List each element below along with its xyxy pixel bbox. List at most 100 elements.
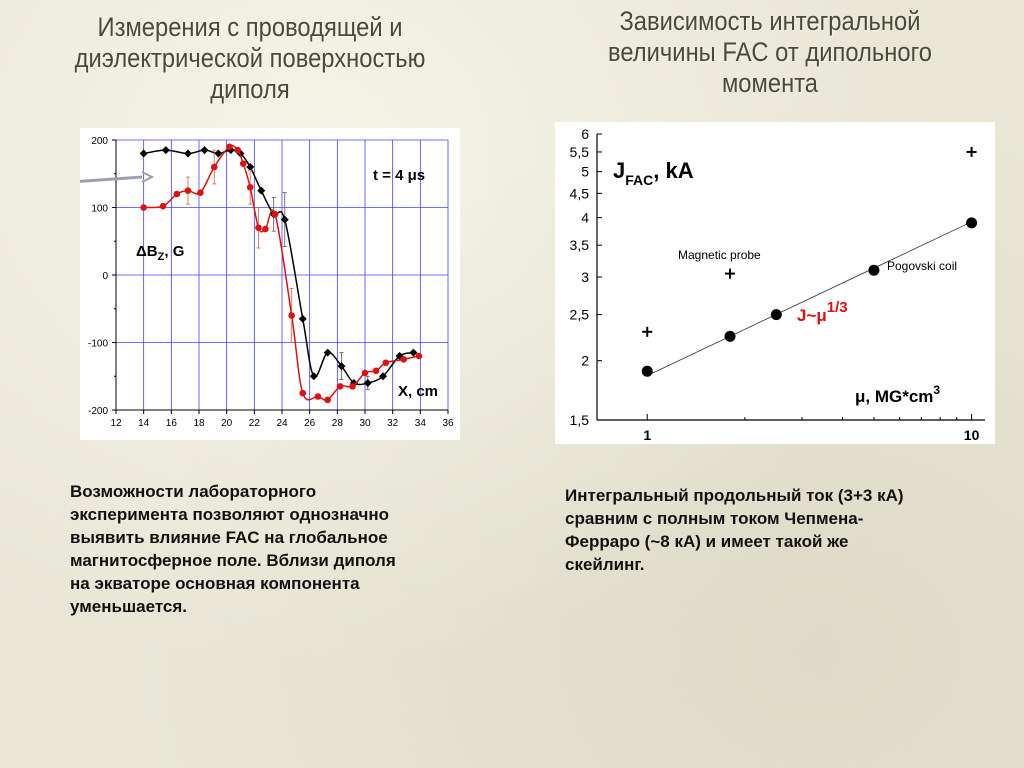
fit-line <box>647 221 972 376</box>
left-point-red <box>415 352 423 360</box>
right-ylabel-main: J <box>613 158 625 183</box>
pogovski-coil-point <box>868 264 880 276</box>
left-series <box>139 143 423 404</box>
right-ylabel: JFAC, kA <box>613 158 694 188</box>
left-point-red <box>159 202 167 210</box>
left-x-tick-label: 36 <box>442 418 454 429</box>
right-xlabel: μ, MG*cm3 <box>855 383 940 406</box>
right-axes <box>596 133 985 421</box>
left-y-tick-label: 0 <box>102 271 108 282</box>
left-point-red <box>314 393 322 400</box>
left-x-tick-label: 20 <box>221 418 233 429</box>
left-point-red <box>361 369 369 377</box>
pogovski-coil-point <box>641 365 653 377</box>
left-y-tick-label: -200 <box>88 406 108 417</box>
arrow-annotation <box>71 171 155 184</box>
right-xlabel-sup: 3 <box>933 383 940 397</box>
left-point-black <box>246 163 255 171</box>
left-ylabel: ΔBZ, G <box>136 243 184 263</box>
left-point-black <box>337 362 346 371</box>
left-x-tick-label: 26 <box>304 418 316 429</box>
fit-label-exp: 1/3 <box>827 299 848 316</box>
right-chart: 6 5,5 5 4,5 4 3,5 3 2,5 2 1,5 1 10 JFAC, kA Magneti… <box>570 126 985 443</box>
left-point-black <box>214 149 223 158</box>
left-series-line-black <box>143 149 414 386</box>
left-point-red <box>349 383 356 390</box>
right-paragraph: Интегральный продольный ток (3+3 кА) сра… <box>565 486 904 574</box>
right-x-tick-label: 10 <box>964 427 980 443</box>
left-x-tick-label: 12 <box>110 418 122 429</box>
left-point-red <box>255 224 262 232</box>
left-x-tick-label: 30 <box>359 418 371 429</box>
left-point-black <box>139 149 148 158</box>
left-point-red <box>336 383 344 390</box>
left-point-black <box>309 372 318 381</box>
left-paragraph: Возможности лабораторного эксперимента п… <box>70 482 396 616</box>
right-y-tick-label: 5 <box>581 164 589 180</box>
left-x-tick-label: 14 <box>138 418 150 429</box>
left-point-red <box>197 189 204 196</box>
left-x-tick-label: 24 <box>276 418 288 429</box>
left-point-black <box>183 149 192 158</box>
left-point-black <box>409 348 418 357</box>
pogovski-coil-point <box>724 330 736 342</box>
right-y-tick-label: 4,5 <box>570 185 590 201</box>
right-y-tick-label: 5,5 <box>570 144 590 160</box>
right-series <box>641 146 978 377</box>
left-xlabel: X, cm <box>398 383 438 400</box>
magnetic-probe-point <box>642 326 653 337</box>
left-point-red <box>226 143 233 151</box>
left-point-black <box>161 146 170 155</box>
pogovski-coil-point <box>770 309 782 321</box>
left-x-tick-label: 18 <box>193 418 205 429</box>
right-y-tick-label: 2 <box>581 353 589 369</box>
fit-label: J~μ1/3 <box>797 299 848 325</box>
left-point-red <box>262 225 269 233</box>
right-y-tick-label: 6 <box>581 126 589 142</box>
left-point-red <box>271 210 279 218</box>
left-point-red <box>140 204 147 211</box>
right-y-tick-label: 2,5 <box>570 307 590 323</box>
pogovski-coil-label: Pogovski coil <box>887 259 957 273</box>
fit-label-main: J~μ <box>797 306 827 325</box>
left-y-tick-label: 200 <box>91 136 108 147</box>
left-ylabel-sub: Z <box>158 251 165 263</box>
left-point-red <box>246 183 254 191</box>
left-point-red <box>400 356 408 363</box>
left-point-red <box>210 163 218 171</box>
left-point-black <box>200 146 209 155</box>
left-axes <box>112 139 449 414</box>
right-x-tick-label: 1 <box>643 427 651 443</box>
left-point-black <box>298 314 307 323</box>
right-title: Зависимость интегральной величины FAC от… <box>607 6 932 98</box>
right-ylabel-rest: , kA <box>653 158 693 183</box>
left-point-red <box>324 396 331 404</box>
left-point-black <box>257 186 266 195</box>
pogovski-coil-point <box>966 217 978 229</box>
left-x-tick-label: 22 <box>249 418 261 429</box>
left-point-black <box>378 372 387 381</box>
left-x-tick-label: 32 <box>387 418 399 429</box>
right-y-tick-label: 4 <box>581 210 589 226</box>
right-ylabel-sub: FAC <box>625 172 653 188</box>
left-x-tick-label: 34 <box>415 418 427 429</box>
left-point-red <box>173 190 181 198</box>
left-title: Измерения с проводящей и диэлектрической… <box>74 12 426 104</box>
left-point-black <box>323 348 332 357</box>
left-ylabel-main: ΔB <box>136 243 158 260</box>
left-point-red <box>184 187 192 194</box>
left-x-tick-label: 16 <box>166 418 178 429</box>
left-point-red <box>288 312 295 319</box>
magnetic-probe-point <box>966 146 977 157</box>
left-point-red <box>382 359 390 367</box>
right-xlabel-main: μ, MG*cm <box>855 387 933 406</box>
left-chart-panel: 12 14 16 18 20 22 24 26 28 30 32 34 36 200 100 0 -100 -20… <box>71 128 460 440</box>
left-point-black <box>280 215 289 224</box>
right-tick-labels: 6 5,5 5 4,5 4 3,5 3 2,5 2 1,5 1 10 <box>570 126 980 443</box>
right-chart-panel: 6 5,5 5 4,5 4 3,5 3 2,5 2 1,5 1 10 JFAC, kA Magneti… <box>555 122 995 444</box>
left-y-tick-label: 100 <box>91 204 108 215</box>
left-point-black <box>363 379 372 387</box>
magnetic-probe-point <box>725 268 736 279</box>
left-y-tick-label: -100 <box>88 339 108 350</box>
right-y-tick-label: 1,5 <box>570 412 590 428</box>
